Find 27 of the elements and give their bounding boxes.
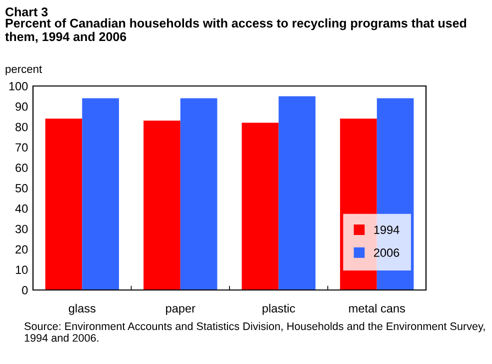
y-tick-label: 0 (22, 286, 28, 294)
legend-label: 2006 (374, 248, 400, 257)
y-axis-title: percent (6, 66, 42, 76)
source-note: Source: Environment Accounts and Statistics Division, Households and the Environment Survey, 1994 and 2006. (24, 322, 485, 342)
y-tick-label: 70 (16, 143, 28, 152)
chart-subtitle: Percent of Canadian households with access to recycling programs that used them, 1994 and 2006 (5, 18, 466, 43)
legend-label: 1994 (374, 226, 400, 234)
y-tick-label: 30 (15, 224, 28, 234)
bar (144, 120, 180, 290)
y-tick-label: 100 (9, 82, 28, 90)
y-tick-label: 60 (16, 164, 28, 172)
y-tick-label: 80 (16, 122, 28, 132)
x-tick-label: glass (68, 304, 96, 315)
x-tick-label: plastic (262, 304, 296, 315)
bar (180, 98, 218, 290)
y-tick-label: 20 (16, 245, 28, 254)
chart-title: Chart 3 (6, 7, 48, 16)
bar (45, 118, 82, 290)
bar (82, 98, 119, 290)
y-tick-label: 10 (16, 266, 28, 274)
bar (242, 122, 279, 290)
y-tick-label: 40 (15, 204, 28, 213)
x-tick-label: paper (166, 306, 196, 315)
y-tick-label: 90 (16, 102, 28, 111)
x-tick-label: metal cans (349, 304, 405, 313)
bar (278, 96, 316, 290)
y-tick-label: 50 (15, 184, 28, 192)
